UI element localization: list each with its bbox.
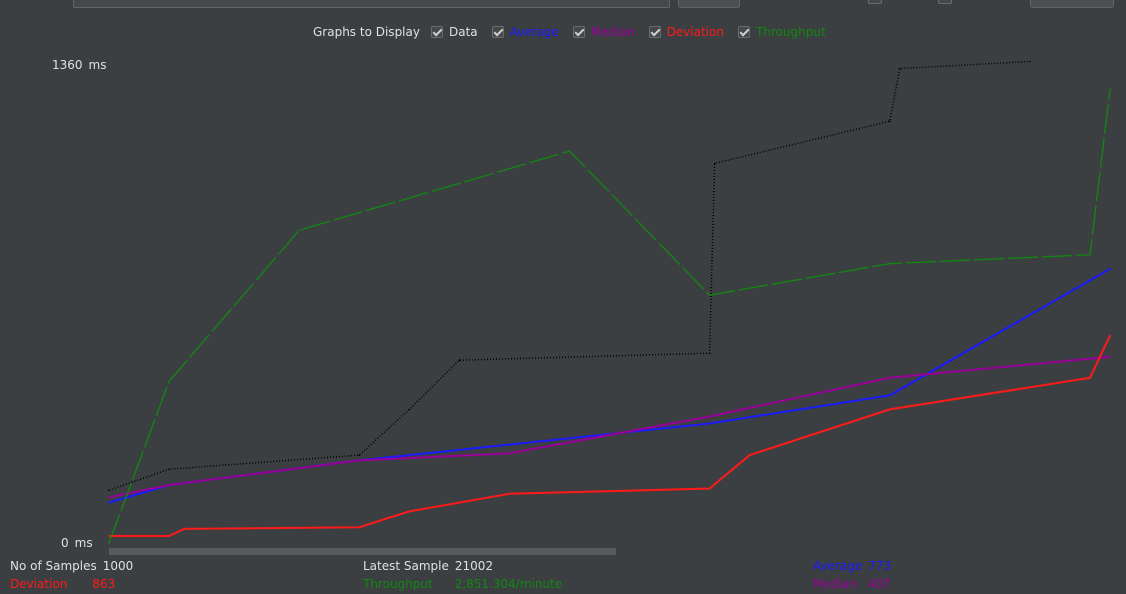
top-text-field[interactable] [73, 0, 670, 8]
series-line-data [108, 60, 1030, 492]
series-point-throughput-6 [1089, 254, 1091, 256]
y-axis-min-label: 0 ms [61, 536, 93, 550]
y-min-value: 0 [61, 536, 69, 550]
legend-item-deviation[interactable]: Deviation [648, 25, 724, 39]
average-label: Average [509, 25, 559, 39]
median-label: Median [590, 25, 635, 39]
series-point-average-5 [1109, 268, 1111, 270]
series-point-median-2 [358, 459, 361, 462]
series-point-throughput-3 [568, 150, 571, 152]
series-point-data-2 [358, 454, 361, 456]
average-checkbox[interactable] [491, 26, 504, 38]
stat-latest-sample: Latest Sample 21002 [363, 559, 493, 573]
deviation-stat-value: 863 [92, 577, 116, 591]
series-line-average [108, 268, 1111, 504]
series-point-data-9 [1029, 60, 1031, 63]
deviation-label: Deviation [666, 25, 724, 39]
latest-label: Latest Sample [363, 559, 449, 573]
throughput-stat-label: Throughput [363, 577, 433, 591]
average-stat-label: Average [813, 559, 863, 573]
series-point-deviation-3 [358, 526, 361, 528]
series-point-median-6 [1109, 355, 1111, 358]
series-point-data-5 [708, 352, 711, 355]
average-stat-value: 773 [868, 559, 892, 573]
series-point-data-0 [108, 489, 110, 492]
graphs-to-display-legend: Graphs to Display Data Average Median De… [313, 24, 840, 40]
series-point-median-5 [889, 377, 891, 379]
legend-item-throughput[interactable]: Throughput [737, 25, 826, 39]
samples-label: No of Samples [10, 559, 97, 573]
deviation-checkbox[interactable] [648, 26, 661, 38]
samples-value: 1000 [102, 559, 134, 573]
series-point-median-0 [108, 496, 110, 499]
latest-value: 21002 [454, 559, 494, 573]
series-point-deviation-0 [108, 535, 110, 537]
series-point-deviation-6 [708, 487, 711, 490]
throughput-label: Throughput [755, 25, 826, 39]
graph-scrollbar[interactable] [109, 548, 616, 555]
top-button-1[interactable] [678, 0, 740, 8]
series-point-deviation-4 [408, 510, 411, 513]
series-line-median [108, 355, 1111, 499]
throughput-stat-value: 2,851.304/minute [454, 577, 563, 591]
series-point-median-3 [508, 452, 511, 455]
throughput-checkbox[interactable] [737, 26, 750, 38]
legend-item-median[interactable]: Median [572, 25, 635, 39]
series-line-throughput [108, 89, 1111, 544]
series-point-throughput-4 [708, 294, 711, 297]
y-max-value: 1360 [52, 58, 83, 72]
legend-title: Graphs to Display [313, 25, 420, 39]
series-point-data-6 [713, 162, 716, 165]
deviation-stat-label: Deviation [10, 577, 68, 591]
top-checkbox-1[interactable] [868, 0, 882, 4]
stat-median: Median 407 [813, 577, 891, 591]
series-point-median-1 [168, 484, 170, 486]
series-point-average-0 [108, 501, 110, 504]
stat-deviation: Deviation 863 [10, 577, 115, 591]
series-point-data-3 [408, 408, 411, 411]
top-checkbox-2[interactable] [938, 0, 952, 4]
series-point-throughput-5 [889, 262, 891, 265]
y-min-unit: ms [74, 536, 93, 550]
series-point-data-7 [889, 120, 891, 122]
median-checkbox[interactable] [572, 26, 585, 38]
data-checkbox[interactable] [430, 26, 443, 38]
legend-item-data[interactable]: Data [430, 25, 478, 39]
series-point-data-1 [168, 468, 170, 471]
top-button-2[interactable] [1030, 0, 1114, 8]
series-point-deviation-10 [1109, 334, 1111, 337]
data-label: Data [448, 25, 478, 39]
series-point-data-8 [899, 67, 901, 70]
series-point-deviation-7 [748, 454, 751, 456]
stat-throughput: Throughput 2,851.304/minute [363, 577, 562, 591]
series-point-deviation-2 [183, 528, 185, 530]
series-point-deviation-1 [168, 535, 170, 537]
median-stat-value: 407 [867, 577, 891, 591]
series-point-deviation-9 [1089, 377, 1091, 379]
median-stat-label: Median [813, 577, 857, 591]
stat-average: Average 773 [813, 559, 891, 573]
series-point-average-3 [708, 422, 711, 425]
legend-item-average[interactable]: Average [491, 25, 559, 39]
series-point-throughput-7 [1109, 88, 1111, 91]
y-axis-max-label: 1360 ms [52, 58, 107, 72]
series-point-throughput-0 [108, 542, 110, 544]
series-point-median-4 [708, 415, 711, 418]
stat-samples: No of Samples 1000 [10, 559, 133, 573]
series-point-deviation-5 [508, 493, 511, 495]
y-max-unit: ms [88, 58, 107, 72]
series-point-deviation-8 [889, 408, 891, 411]
series-point-data-4 [458, 359, 461, 362]
series-point-average-4 [889, 394, 891, 397]
series-point-throughput-1 [168, 380, 170, 383]
series-point-throughput-2 [298, 229, 301, 231]
